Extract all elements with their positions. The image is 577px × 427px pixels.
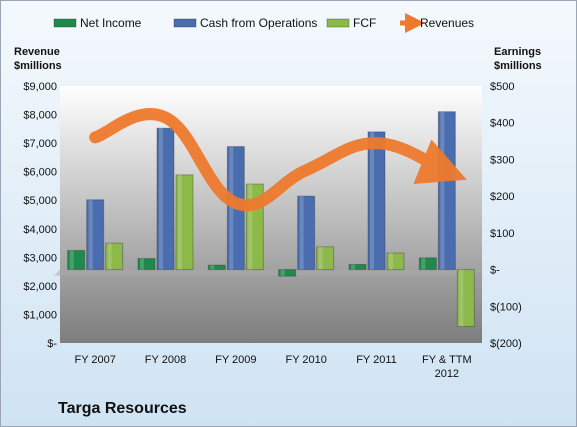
left-tick-label: $6,000: [23, 167, 57, 179]
right-tick-label: $300: [490, 154, 514, 166]
bar-face: [316, 246, 335, 271]
left-axis-title: Revenue: [14, 46, 60, 58]
right-tick-label: $400: [490, 118, 514, 130]
bar-highlight: [178, 174, 182, 270]
bar-highlight: [421, 257, 426, 270]
right-tick-label: $(200): [490, 338, 522, 350]
bar-fcf: [386, 252, 405, 271]
company-name: Targa Resources: [58, 400, 187, 417]
bar-cash-from-operations: [297, 195, 316, 271]
left-tick-label: $4,000: [23, 224, 57, 236]
left-tick-label: $5,000: [23, 195, 57, 207]
bar-face: [207, 264, 226, 271]
legend-label: Cash from Operations: [200, 16, 317, 30]
bar-highlight: [69, 250, 74, 270]
bar-fcf: [105, 242, 124, 271]
x-tick-label: FY & TTM: [422, 354, 472, 366]
bar-cash-from-operations: [437, 111, 456, 271]
bar-highlight: [159, 128, 163, 270]
right-tick-label: $(100): [490, 301, 522, 313]
bar-net-income: [278, 269, 297, 277]
bar-highlight: [229, 146, 234, 270]
bar-highlight: [370, 131, 374, 270]
bar-highlight: [210, 265, 215, 270]
left-tick-label: $9,000: [23, 81, 57, 93]
bar-face: [86, 199, 105, 271]
bar-highlight: [299, 196, 304, 270]
bar-face: [418, 257, 437, 271]
left-axis-title: $millions: [14, 60, 62, 72]
bar-face: [156, 127, 175, 271]
right-axis-title: Earnings: [494, 46, 541, 58]
bar-highlight: [88, 199, 93, 270]
left-tick-label: $7,000: [23, 138, 57, 150]
bar-cash-from-operations: [86, 199, 105, 271]
right-tick-label: $500: [490, 81, 514, 93]
bar-cash-from-operations: [156, 127, 175, 271]
bar-highlight: [440, 111, 445, 270]
bar-face: [67, 249, 86, 271]
legend-swatch: [173, 18, 197, 28]
bar-highlight: [389, 253, 393, 270]
right-tick-label: $-: [490, 265, 500, 277]
bar-face: [297, 195, 316, 271]
bar-net-income: [207, 264, 226, 271]
bar-highlight: [107, 243, 112, 270]
legend-label: FCF: [353, 16, 376, 30]
legend-label: Revenues: [420, 16, 474, 30]
x-tick-label: FY 2008: [145, 354, 186, 366]
bar-highlight: [140, 258, 144, 270]
bar-fcf: [316, 246, 335, 271]
left-tick-label: $2,000: [23, 281, 57, 293]
bar-net-income: [137, 258, 156, 271]
right-tick-label: $200: [490, 191, 514, 203]
x-tick-label: 2012: [435, 368, 459, 380]
right-tick-label: $100: [490, 228, 514, 240]
bar-net-income: [67, 249, 86, 271]
x-tick-label: FY 2010: [285, 354, 326, 366]
bar-highlight: [280, 269, 285, 277]
bar-cash-from-operations: [367, 131, 386, 271]
bar-face: [105, 242, 124, 271]
bar-highlight: [351, 264, 355, 270]
legend-swatch: [326, 18, 350, 28]
bar-face: [367, 131, 386, 271]
plot-area: [60, 86, 482, 343]
bar-fcf: [456, 269, 475, 327]
bar-fcf: [175, 174, 194, 271]
revenue-line: [89, 108, 467, 212]
left-tick-label: $-: [47, 338, 57, 350]
bar-highlight: [318, 246, 323, 270]
bar-face: [175, 174, 194, 271]
left-tick-label: $3,000: [23, 252, 57, 264]
left-tick-label: $1,000: [23, 309, 57, 321]
bar-face: [348, 263, 367, 271]
legend-swatch: [53, 18, 77, 28]
bar-face: [456, 269, 475, 327]
left-tick-label: $8,000: [23, 110, 57, 122]
bar-face: [386, 252, 405, 271]
bar-highlight: [248, 184, 253, 270]
right-axis-title: $millions: [494, 60, 542, 72]
x-tick-label: FY 2011: [356, 354, 397, 366]
bar-face: [137, 258, 156, 271]
bar-net-income: [348, 263, 367, 271]
bar-highlight: [459, 269, 464, 327]
x-tick-label: FY 2007: [74, 354, 115, 366]
x-tick-label: FY 2009: [215, 354, 256, 366]
zero-floor: [54, 269, 482, 276]
bar-face: [278, 269, 297, 277]
legend-label: Net Income: [80, 16, 142, 30]
bar-net-income: [418, 257, 437, 271]
